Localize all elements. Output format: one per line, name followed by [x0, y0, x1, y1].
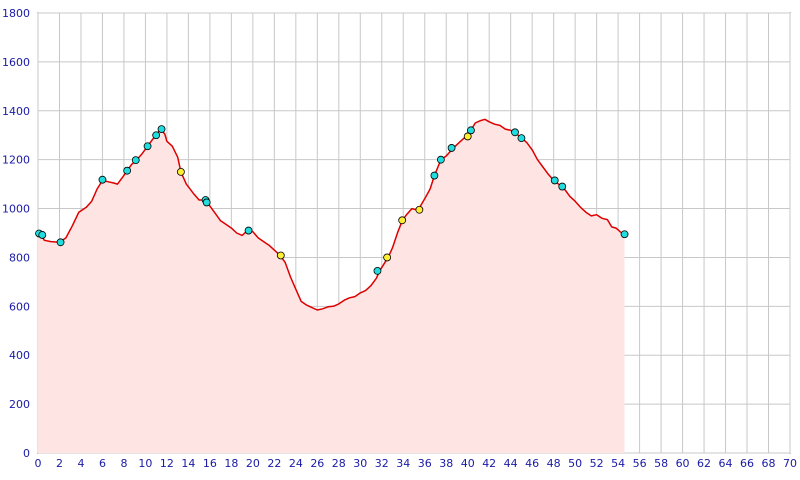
x-tick-label: 24	[289, 457, 303, 470]
x-tick-label: 60	[676, 457, 690, 470]
waypoint-marker-cyan	[558, 182, 567, 191]
waypoint-marker-cyan	[436, 155, 445, 164]
x-tick-label: 58	[654, 457, 668, 470]
waypoint-marker-cyan	[373, 266, 382, 275]
waypoint-marker-cyan	[511, 128, 519, 137]
waypoint-marker-cyan	[517, 134, 526, 143]
y-tick-label: 1400	[2, 105, 30, 118]
waypoint-marker-cyan	[38, 231, 47, 239]
x-tick-label: 42	[482, 457, 496, 470]
x-tick-labels: 0 2 4 6 8 10 12 14 16 18 20 22 24 26 28 30 32 34 36 38 40 42 4…	[35, 457, 798, 470]
x-tick-label: 46	[525, 457, 539, 470]
x-tick-label: 0	[35, 457, 42, 470]
x-tick-label: 48	[547, 457, 561, 470]
x-tick-label: 70	[783, 457, 797, 470]
waypoint-marker-cyan	[56, 238, 65, 247]
y-tick-label: 1200	[2, 154, 30, 167]
waypoint-marker-yellow	[415, 205, 424, 214]
waypoint-marker-cyan	[430, 171, 439, 180]
waypoint-marker-cyan	[98, 175, 107, 184]
x-tick-label: 14	[181, 457, 195, 470]
x-tick-label: 30	[353, 457, 367, 470]
waypoint-marker-cyan	[550, 176, 559, 185]
x-tick-label: 4	[77, 457, 84, 470]
x-tick-label: 22	[267, 457, 281, 470]
x-tick-label: 64	[719, 457, 733, 470]
waypoint-marker-cyan	[447, 144, 456, 152]
waypoint-marker-cyan	[152, 131, 161, 140]
waypoint-marker-cyan	[157, 125, 166, 134]
x-tick-label: 66	[740, 457, 754, 470]
waypoint-marker-cyan	[620, 230, 629, 239]
waypoint-marker-yellow	[276, 251, 285, 260]
waypoint-marker-cyan	[467, 126, 475, 135]
y-tick-label: 400	[9, 349, 30, 362]
x-tick-label: 6	[99, 457, 106, 470]
marker-layer	[35, 125, 629, 275]
y-tick-label: 1800	[2, 7, 30, 20]
x-tick-label: 52	[590, 457, 604, 470]
waypoint-marker-yellow	[398, 216, 407, 225]
waypoint-marker-cyan	[143, 142, 152, 151]
waypoint-marker-cyan	[244, 226, 253, 235]
y-tick-label: 800	[9, 251, 30, 264]
x-tick-label: 32	[375, 457, 389, 470]
x-tick-label: 40	[461, 457, 475, 470]
y-tick-label: 1600	[2, 56, 30, 69]
x-tick-label: 26	[310, 457, 324, 470]
x-tick-label: 12	[160, 457, 174, 470]
x-tick-label: 2	[56, 457, 63, 470]
x-tick-label: 8	[120, 457, 127, 470]
waypoint-marker-yellow	[176, 167, 185, 176]
x-tick-label: 54	[611, 457, 625, 470]
x-tick-label: 10	[138, 457, 152, 470]
y-tick-labels: 0 200 400 600 800 1000 1200 1400 1600 1800	[2, 7, 30, 460]
x-tick-label: 18	[224, 457, 238, 470]
waypoint-marker-yellow	[463, 132, 472, 141]
y-tick-label: 0	[23, 447, 30, 460]
x-tick-label: 28	[332, 457, 346, 470]
x-tick-label: 44	[504, 457, 518, 470]
x-tick-label: 56	[633, 457, 647, 470]
x-tick-label: 36	[418, 457, 432, 470]
x-tick-label: 34	[396, 457, 410, 470]
y-tick-label: 200	[9, 398, 30, 411]
waypoint-marker-cyan	[202, 198, 211, 207]
y-tick-label: 1000	[2, 203, 30, 216]
x-tick-label: 20	[246, 457, 260, 470]
x-tick-label: 38	[439, 457, 453, 470]
waypoint-marker-cyan	[131, 156, 140, 165]
area-layer	[37, 118, 625, 454]
x-tick-label: 16	[203, 457, 217, 470]
elevation-area	[38, 119, 624, 454]
waypoint-marker-yellow	[383, 253, 392, 262]
x-tick-label: 50	[568, 457, 582, 470]
x-tick-label: 62	[697, 457, 711, 470]
waypoint-marker-cyan	[123, 166, 132, 175]
x-tick-label: 68	[762, 457, 776, 470]
y-tick-label: 600	[9, 300, 30, 313]
elevation-line	[37, 118, 624, 311]
